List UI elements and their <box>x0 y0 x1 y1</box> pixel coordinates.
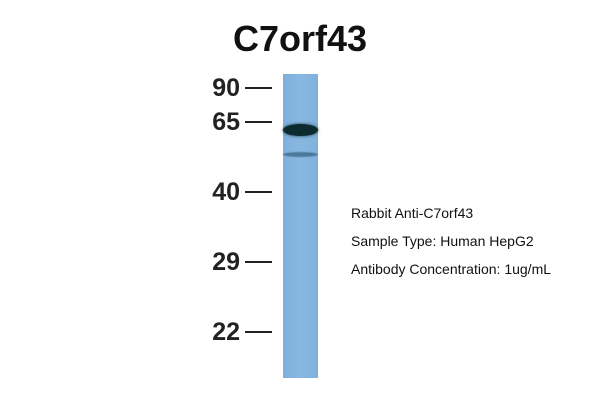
marker-65: 65 <box>190 107 272 137</box>
protein-band-main <box>283 124 318 136</box>
concentration-label: Antibody Concentration: 1ug/mL <box>351 261 552 277</box>
marker-tick <box>245 121 272 123</box>
marker-label: 22 <box>212 318 240 346</box>
marker-90: 90 <box>190 73 272 103</box>
antibody-label: Rabbit Anti-C7orf43 <box>351 205 474 221</box>
blot-lane <box>283 74 318 378</box>
marker-label: 40 <box>212 178 240 206</box>
marker-22: 22 <box>190 317 272 347</box>
marker-tick <box>245 191 272 193</box>
marker-label: 29 <box>212 248 240 276</box>
marker-label: 90 <box>212 74 240 102</box>
marker-40: 40 <box>190 177 272 207</box>
blot-title: C7orf43 <box>232 18 368 59</box>
sample-type-label: Sample Type: Human HepG2 <box>351 233 534 249</box>
marker-tick <box>245 87 272 89</box>
marker-29: 29 <box>190 247 272 277</box>
marker-tick <box>245 261 272 263</box>
protein-band-faint <box>283 152 318 157</box>
marker-tick <box>245 331 272 333</box>
marker-label: 65 <box>212 108 240 136</box>
